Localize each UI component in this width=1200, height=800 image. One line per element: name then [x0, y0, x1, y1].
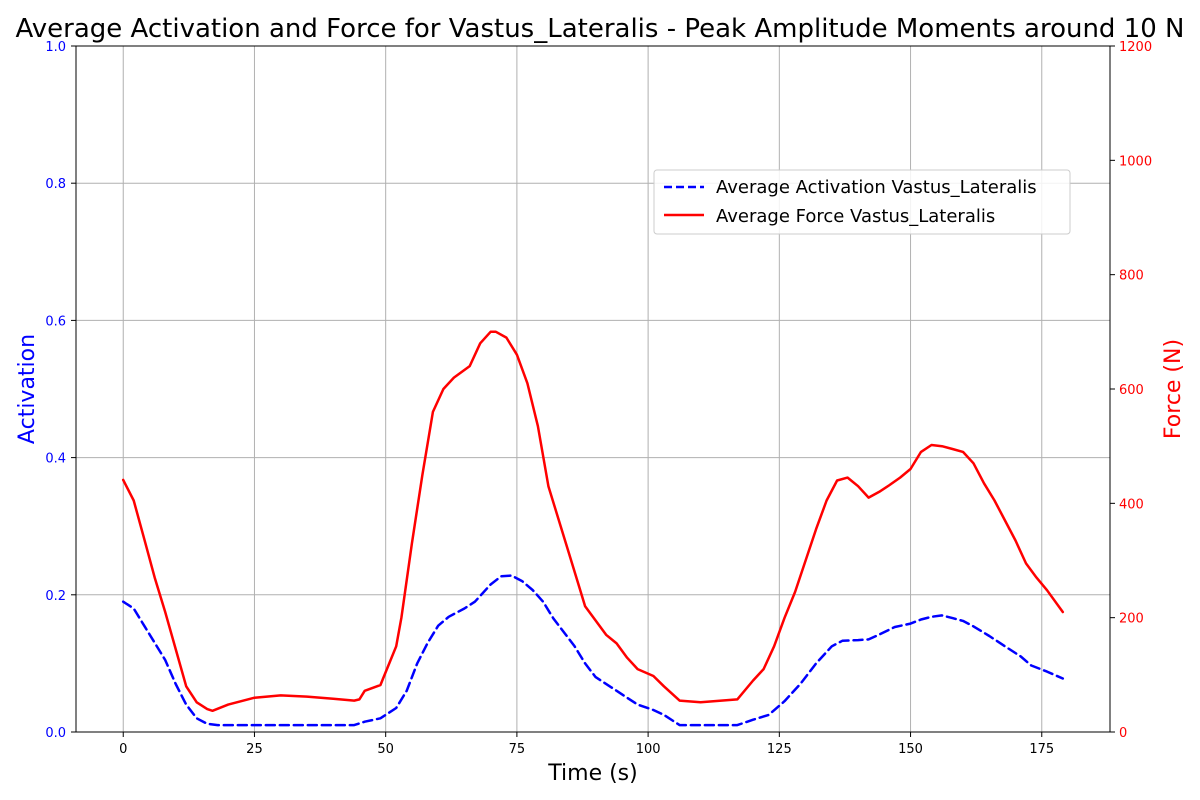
series-line-force	[121, 330, 1065, 713]
series-line-activation	[121, 574, 1065, 727]
left-axis-label: Activation	[15, 334, 40, 444]
legend-box	[653, 169, 1071, 235]
x-tick-label: 100	[636, 742, 661, 757]
left-tick-label: 0.6	[45, 314, 66, 329]
x-tick-label: 125	[767, 742, 792, 757]
x-axis-ticks: 0 25 50 75 100 125 150 175	[119, 732, 1054, 757]
x-tick-label: 0	[119, 742, 127, 757]
left-axis-ticks: 0.0 0.2 0.4 0.6 0.8 1.0	[45, 40, 76, 741]
x-axis-label: Time (s)	[547, 761, 637, 786]
x-tick-label: 50	[377, 742, 394, 757]
left-tick-label: 0.2	[45, 589, 66, 604]
left-tick-label: 1.0	[45, 40, 66, 55]
right-tick-label: 1200	[1119, 40, 1152, 55]
legend-label-activation: Average Activation Vastus_Lateralis	[716, 177, 1037, 198]
grid	[76, 45, 1110, 733]
x-tick-label: 25	[246, 742, 263, 757]
right-tick-label: 600	[1119, 383, 1144, 398]
plot-frame	[75, 45, 1111, 733]
legend: Average Activation Vastus_Lateralis Aver…	[653, 169, 1071, 235]
x-tick-label: 175	[1029, 742, 1054, 757]
right-axis-label: Force (N)	[1161, 339, 1186, 439]
right-tick-label: 1000	[1119, 154, 1152, 169]
legend-label-force: Average Force Vastus_Lateralis	[716, 206, 995, 227]
x-tick-label: 150	[898, 742, 923, 757]
series-layer	[121, 330, 1065, 727]
left-tick-label: 0.8	[45, 177, 66, 192]
right-tick-label: 200	[1119, 612, 1144, 627]
x-tick-label: 75	[509, 742, 526, 757]
left-tick-label: 0.0	[45, 726, 66, 741]
chart-title: Average Activation and Force for Vastus_…	[16, 14, 1185, 44]
right-tick-label: 0	[1119, 726, 1127, 741]
right-tick-label: 400	[1119, 497, 1144, 512]
right-tick-label: 800	[1119, 269, 1144, 284]
left-tick-label: 0.4	[45, 452, 66, 467]
right-axis-ticks: 0 200 400 600 800 1000 1200	[1110, 40, 1152, 741]
